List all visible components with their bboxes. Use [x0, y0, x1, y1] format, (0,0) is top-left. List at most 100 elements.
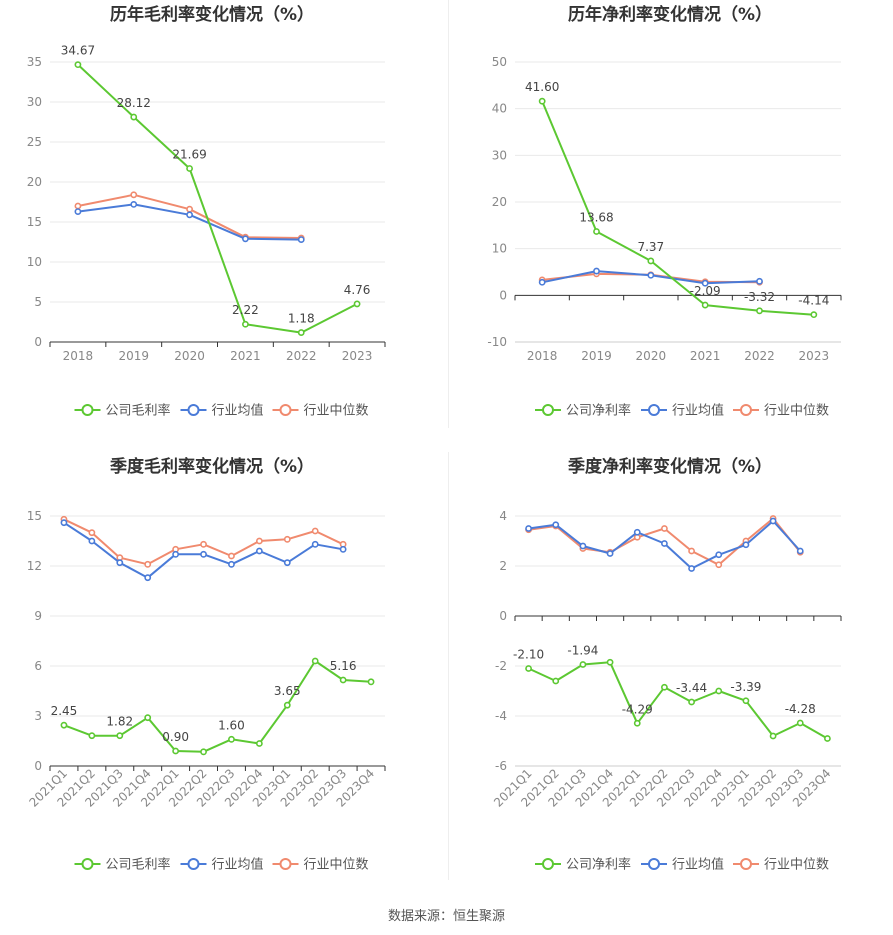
- legend-marker: [542, 858, 554, 870]
- data-label: 2.22: [232, 303, 259, 317]
- chart-panel-annual-gross-margin: 历年毛利率变化情况（%） 0 5 10 15 20 25 30 35 2018 2019 2020 20…: [0, 0, 448, 440]
- series-line-company: [541, 100, 814, 316]
- chart-title: 季度毛利率变化情况（%）: [110, 456, 314, 477]
- data-point: [701, 279, 709, 287]
- data-point: [186, 165, 193, 172]
- data-point: [311, 527, 319, 535]
- legend-marker: [81, 858, 94, 870]
- data-point: [769, 517, 777, 525]
- data-point: [116, 559, 124, 567]
- y-tick-label: 5: [34, 295, 42, 309]
- data-point: [579, 661, 587, 668]
- data-label: 0.90: [162, 730, 189, 744]
- legend-item: 行业中位数: [733, 858, 829, 873]
- legend-label: 行业中位数: [304, 404, 369, 419]
- data-point: [172, 550, 180, 558]
- data-point: [606, 550, 614, 557]
- data-point: [756, 307, 763, 315]
- y-tick-label: 15: [27, 215, 42, 229]
- y-tick-label: 30: [27, 95, 42, 109]
- y-tick-label: -6: [495, 759, 507, 773]
- data-point: [661, 683, 668, 691]
- data-point: [715, 687, 723, 695]
- chart-panel-annual-net-margin: 历年净利率变化情况（%） -10 0 10 20 30 40 50 2018 2019 2020 20…: [449, 0, 893, 440]
- legend-label: 行业均值: [212, 857, 264, 873]
- data-label: 3.65: [274, 684, 301, 698]
- legend-label: 行业均值: [212, 403, 264, 419]
- legend-marker: [542, 404, 554, 416]
- data-point: [283, 701, 291, 709]
- data-label: -4.28: [785, 702, 816, 716]
- legend-label: 公司毛利率: [106, 403, 171, 419]
- y-tick-label: -10: [487, 335, 507, 349]
- data-point: [88, 537, 96, 545]
- legend-marker: [81, 404, 94, 416]
- data-point: [742, 697, 750, 705]
- legend-item: 公司毛利率: [74, 403, 171, 419]
- data-label: -2.10: [513, 648, 544, 662]
- data-point: [796, 547, 804, 555]
- data-label: 1.82: [106, 715, 133, 729]
- data-point: [200, 540, 207, 548]
- data-label: 2.45: [51, 704, 78, 718]
- data-label: -3.32: [744, 290, 775, 304]
- data-point: [311, 657, 319, 665]
- data-label: 34.67: [61, 44, 95, 58]
- data-point: [283, 535, 291, 543]
- data-point: [593, 267, 600, 275]
- legend-marker: [740, 404, 752, 416]
- data-point: [525, 665, 532, 672]
- data-point: [228, 560, 235, 568]
- y-tick-label: 2: [499, 559, 507, 573]
- y-tick-label: 0: [34, 335, 42, 349]
- x-tick-label: 2022: [744, 349, 775, 363]
- series-line-industry-avg: [63, 521, 344, 579]
- data-point: [661, 540, 668, 547]
- series-line-company: [528, 661, 828, 740]
- legend-marker: [187, 858, 200, 870]
- series-line-company: [63, 660, 372, 753]
- data-point: [130, 200, 138, 208]
- chart-svg-annual-gross-margin: 历年毛利率变化情况（%） 0 5 10 15 20 25 30 35 2018 2019 2020 20…: [27, 4, 386, 419]
- data-label: 4.76: [344, 283, 371, 297]
- data-label: 41.60: [525, 80, 559, 94]
- x-tick-label: 2020: [636, 349, 667, 363]
- x-tick-label: 2022: [286, 349, 317, 363]
- legend-marker: [279, 404, 292, 416]
- chart-svg-quarterly-net-margin: 季度净利率变化情况（%）-6-4-20242021Q12021Q22021Q32…: [491, 456, 842, 873]
- data-point: [186, 211, 193, 219]
- legend-marker: [740, 858, 752, 870]
- data-point: [200, 748, 207, 756]
- data-point: [172, 747, 180, 755]
- legend-item: 公司净利率: [535, 403, 631, 419]
- chart-title: 历年净利率变化情况（%）: [568, 4, 772, 25]
- data-point: [756, 277, 763, 285]
- data-point: [538, 97, 546, 105]
- data-point: [297, 329, 305, 336]
- data-point: [647, 257, 655, 265]
- data-point: [228, 735, 235, 743]
- legend-item: 行业均值: [641, 403, 724, 419]
- data-label: 7.37: [637, 240, 664, 254]
- y-tick-label: 20: [492, 195, 507, 209]
- data-label: 5.16: [330, 659, 357, 673]
- data-point: [552, 521, 560, 529]
- legend-label: 行业中位数: [764, 858, 829, 873]
- chart-panel-quarterly-net-margin: 季度净利率变化情况（%） -6 -4 -2 0 2 4 2021Q1 2021Q2 2021Q3 2…: [449, 450, 893, 890]
- chart-svg-quarterly-gross-margin: 季度毛利率变化情况（%）036912152021Q12021Q22021Q320…: [27, 456, 386, 873]
- legend-label: 公司毛利率: [106, 857, 171, 873]
- x-tick-label: 2020: [174, 349, 205, 363]
- y-tick-label: 10: [27, 255, 42, 269]
- chart-title: 季度净利率变化情况（%）: [568, 456, 772, 477]
- series-line-company: [77, 63, 358, 334]
- data-point: [715, 551, 723, 559]
- legend-label: 行业中位数: [764, 404, 829, 419]
- legend-label: 行业中位数: [304, 858, 369, 873]
- data-point: [311, 540, 319, 548]
- data-label: 1.18: [288, 312, 315, 326]
- x-tick-label: 2021: [230, 349, 261, 363]
- legend-marker: [187, 404, 200, 416]
- data-label: 13.68: [579, 210, 613, 224]
- data-point: [525, 525, 532, 532]
- data-point: [339, 676, 347, 684]
